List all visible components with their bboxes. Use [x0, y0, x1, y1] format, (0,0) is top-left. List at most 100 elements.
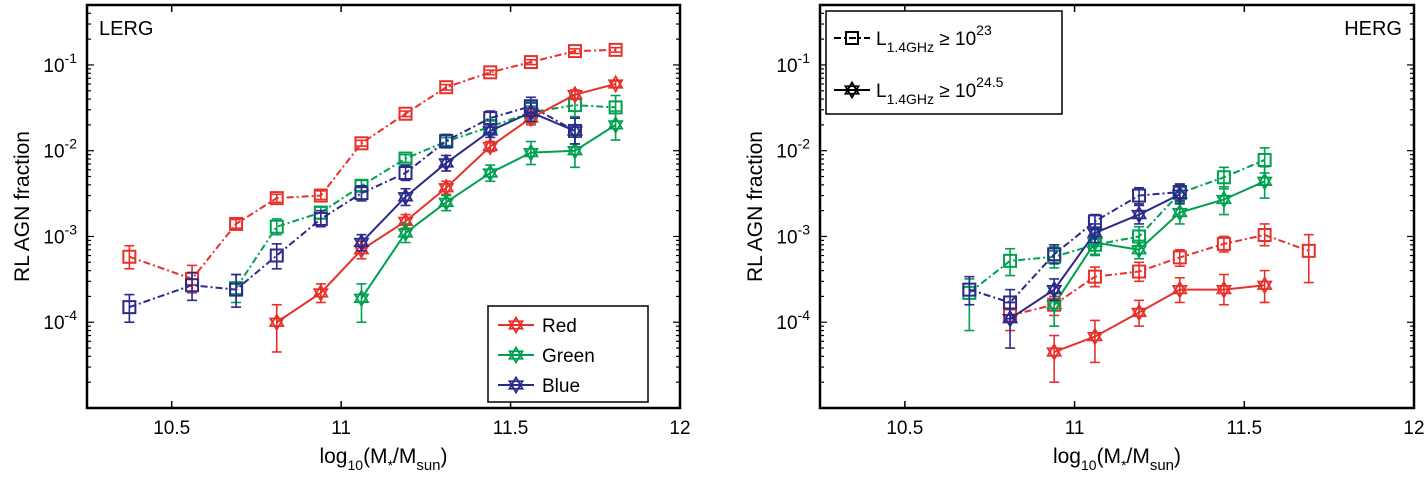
data-point [398, 165, 413, 180]
data-point [482, 121, 499, 141]
data-point [438, 193, 455, 212]
x-axis-label: log10(M*/Msun) [319, 445, 447, 474]
data-point [607, 115, 624, 135]
x-tick-label: 11 [1065, 418, 1085, 439]
data-point [439, 80, 454, 95]
data-point [1172, 250, 1187, 265]
series-green-l24-5 [1046, 165, 1273, 327]
y-tick-label: 10-2 [776, 136, 810, 163]
series-line [1009, 233, 1310, 317]
data-point [1171, 280, 1188, 299]
data-point [566, 121, 584, 141]
data-point [1257, 228, 1272, 243]
data-point [607, 74, 624, 94]
legend-label: L1.4GHz ≥ 1024.5 [876, 74, 1004, 107]
axes-frame [85, 3, 682, 410]
data-point [483, 65, 498, 80]
data-point [354, 136, 369, 151]
data-point [1086, 327, 1103, 346]
data-point [269, 248, 284, 263]
data-point [1047, 247, 1062, 262]
data-point [353, 233, 370, 252]
series-red-l24-5 [1046, 269, 1273, 383]
legend: Red Green Blue [487, 305, 649, 403]
legend-marker [843, 80, 861, 100]
data-point [1256, 275, 1273, 295]
data-point [1131, 205, 1148, 224]
series-line [360, 111, 576, 244]
series-red-l24-5 [268, 74, 624, 353]
x-tick-label: 10.5 [153, 418, 190, 439]
x-tick-label: 12 [1403, 418, 1424, 439]
data-point [482, 137, 499, 156]
legend-marker [507, 375, 525, 395]
series-line [235, 104, 616, 289]
plot-area [122, 42, 624, 353]
data-point [1003, 253, 1018, 268]
y-tick-label: 10-1 [43, 50, 77, 77]
data-point [229, 282, 244, 297]
legend-label: L1.4GHz ≥ 1023 [876, 22, 992, 55]
legend-label: Red [542, 316, 577, 337]
series-line [129, 105, 576, 309]
data-point [313, 211, 328, 226]
legend-marker [507, 315, 525, 335]
data-point [1131, 240, 1148, 260]
data-point [1046, 342, 1063, 362]
series-red-l23 [122, 42, 623, 294]
data-point [269, 219, 284, 234]
y-tick-label: 10-1 [776, 50, 810, 77]
data-point [122, 249, 137, 264]
y-tick-label: 10-4 [776, 307, 810, 334]
x-tick-label: 11.5 [493, 418, 529, 439]
data-point [1131, 303, 1148, 322]
data-point [122, 300, 137, 315]
data-point [1256, 171, 1273, 191]
data-point [1216, 236, 1231, 251]
data-point [1086, 223, 1103, 243]
y-axis-label: RL AGN fraction [11, 131, 34, 282]
data-point [354, 186, 369, 201]
data-point [1132, 264, 1147, 279]
legend-label: Blue [542, 376, 580, 397]
plot-area [962, 147, 1316, 383]
x-tick-label: 11 [331, 418, 351, 439]
x-axis-label: log10(M*/Msun) [1053, 445, 1181, 474]
legend: L1.4GHz ≥ 1023 L1.4GHz ≥ 1024.5 [825, 10, 1063, 115]
data-point [439, 133, 454, 148]
panel-label: LERG [99, 18, 153, 40]
y-tick-label: 10-3 [776, 221, 810, 248]
legend-entry-green: Green [498, 345, 595, 367]
legend-label: Green [542, 346, 595, 367]
series-group [962, 147, 1316, 383]
data-point [522, 143, 539, 162]
data-point [1087, 269, 1102, 284]
data-point [1216, 170, 1231, 185]
data-point [438, 178, 455, 198]
series-red-l23 [1003, 223, 1316, 332]
chart-panel-lerg: 10.5 11 11.5 12 10-4 10-3 10-2 10-1 log10(M*/Msu… [11, 3, 691, 474]
data-point [185, 278, 200, 293]
legend-entry-l24-5: L1.4GHz ≥ 1024.5 [834, 74, 1004, 107]
data-point [229, 216, 244, 231]
data-point [353, 289, 370, 308]
series-line [129, 48, 616, 281]
legend-marker [845, 31, 859, 45]
data-point [608, 42, 623, 57]
data-point [1171, 185, 1188, 204]
series-blue-l23 [962, 183, 1187, 320]
data-point [268, 312, 285, 332]
data-point [962, 282, 977, 297]
series-line [969, 191, 1180, 304]
data-point [1215, 190, 1232, 209]
data-point [438, 153, 455, 173]
series-line [968, 159, 1266, 294]
data-point [398, 106, 413, 121]
legend-box [825, 10, 1063, 115]
panel-label: HERG [1344, 18, 1402, 40]
x-tick-label: 10.5 [886, 418, 923, 439]
series-line [1009, 193, 1181, 320]
data-point [397, 187, 414, 207]
data-point [269, 191, 284, 206]
data-point [1215, 280, 1232, 299]
